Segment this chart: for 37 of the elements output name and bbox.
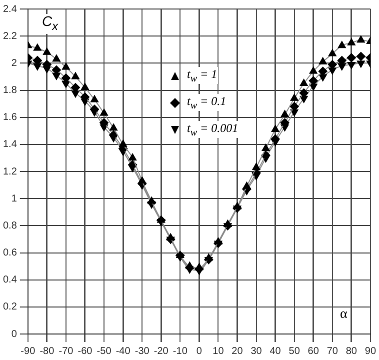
x-tick-label: -50 (96, 346, 112, 357)
y-tick-label: 0.6 (2, 248, 18, 258)
x-tick-label: -80 (40, 346, 55, 357)
y-tick-label: 0.8 (2, 220, 18, 232)
x-axis-title: α (338, 307, 350, 322)
legend-label: t$_{w}$ = 0.1 (186, 94, 228, 112)
x-tick-label: -70 (58, 346, 74, 357)
x-tick-label: -20 (154, 346, 169, 357)
y-tick-label: 1 (11, 193, 18, 204)
x-tick-label: -40 (116, 346, 131, 357)
x-tick-label: -60 (78, 346, 93, 357)
y-tick-label: 1.4 (2, 139, 18, 150)
x-tick-label: 80 (346, 346, 358, 357)
x-tick-label: 20 (232, 346, 244, 357)
y-tick-label: 1.6 (2, 112, 18, 124)
x-tick-label: -10 (172, 346, 188, 357)
y-tick-label: 1.2 (2, 166, 18, 178)
y-tick-label: 0.2 (2, 302, 18, 313)
legend-label: t$_{w}$ = 0.001 (186, 120, 240, 138)
y-tick-label: 2.4 (2, 4, 18, 15)
x-tick-label: 90 (364, 346, 376, 357)
y-tick-label: 2.2 (2, 30, 18, 42)
y-tick-label: 0.4 (2, 274, 18, 286)
y-tick-label: 2 (11, 58, 18, 69)
x-tick-label: -90 (20, 346, 36, 357)
y-tick-label: 0 (11, 328, 18, 340)
x-tick-label: 60 (308, 346, 320, 357)
x-tick-label: 50 (288, 346, 300, 357)
legend-label: t$_{w}$ = 1 (186, 66, 218, 84)
x-tick-label: -30 (134, 346, 150, 357)
x-tick-label: 40 (270, 346, 282, 357)
x-tick-label: 70 (326, 346, 338, 357)
x-tick-label: 0 (196, 346, 202, 357)
x-tick-label: 30 (250, 346, 262, 357)
y-axis-title: C$_{x}$ (40, 13, 60, 34)
x-tick-label: 10 (212, 346, 224, 357)
y-tick-label: 1.8 (2, 85, 18, 96)
